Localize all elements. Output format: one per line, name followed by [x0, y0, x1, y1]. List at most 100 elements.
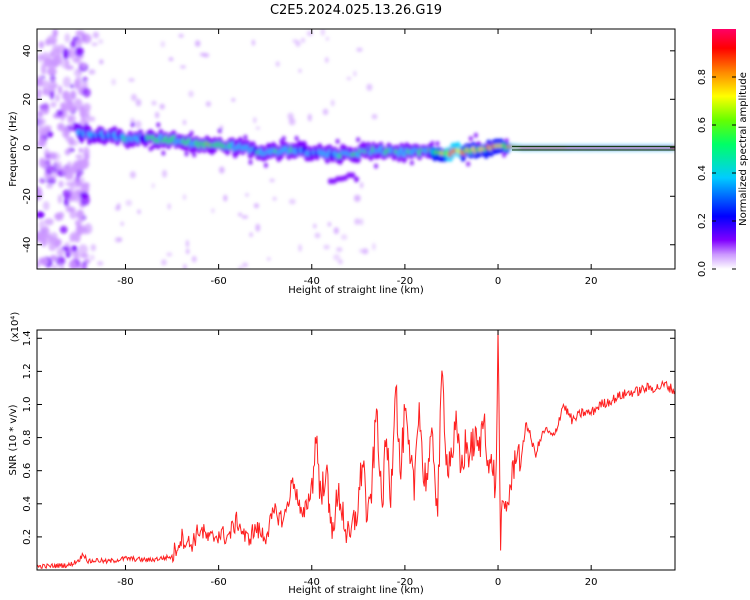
- speckle-blob: [91, 42, 98, 46]
- ridge-fringe: [76, 124, 81, 130]
- bottom-ytick-label: 1.2: [22, 363, 33, 379]
- speckle-blob: [298, 244, 302, 252]
- noise-blob: [63, 197, 69, 207]
- bottom-ytick-label: 1.4: [22, 330, 33, 346]
- noise-blob: [61, 127, 70, 138]
- noise-blob: [37, 261, 40, 268]
- top-xtick-label: 20: [585, 276, 598, 287]
- ridge-fringe: [294, 135, 299, 141]
- noise-blob: [43, 226, 50, 239]
- noise-blob: [46, 131, 54, 138]
- noise-blob: [76, 209, 85, 220]
- snr-y-multiplier: (x10⁴): [10, 312, 21, 343]
- speckle-blob: [249, 232, 253, 237]
- speckle-blob: [288, 117, 296, 126]
- noise-blob: [40, 130, 49, 135]
- bottom-ytick-label: 0.2: [22, 529, 33, 545]
- speckle-blob: [325, 36, 329, 41]
- bottom-ytick-label: 0.4: [22, 496, 33, 512]
- top-ytick-label: -40: [22, 237, 33, 253]
- spectrogram-frame: [36, 28, 676, 270]
- noise-blob: [38, 136, 45, 149]
- ridge-fringe: [243, 134, 248, 140]
- snr-ticks: -80 -60 -40 -20 0 20 0.2 0.4 0.6 0.8 1.0 1.2 1.4: [22, 330, 675, 588]
- ridge-fringe: [263, 162, 268, 168]
- top-xtick-label: -20: [397, 276, 413, 287]
- noise-blob: [52, 44, 60, 53]
- noise-blob: [68, 206, 74, 213]
- noise-blob: [62, 76, 71, 88]
- noise-blob: [67, 115, 73, 124]
- noise-blob: [75, 46, 84, 57]
- speckle-blob: [199, 52, 206, 57]
- speckle-blob: [166, 252, 173, 257]
- speckle-blob: [191, 255, 197, 263]
- snr-plot-area: [37, 330, 675, 570]
- noise-blob: [43, 125, 52, 131]
- colorbar-ticks: 0.0 0.2 0.4 0.6 0.8: [697, 69, 736, 277]
- ridge-fringe: [374, 163, 378, 169]
- noise-blob: [59, 263, 65, 269]
- spectrogram-panel: -80 -60 -40 -20 0 20 -40 -20 0 20 40 Height of str…: [8, 28, 676, 296]
- speckle-blob: [242, 262, 249, 268]
- speckle-blob: [160, 41, 166, 48]
- ridge-fringe: [430, 140, 435, 146]
- noise-blob: [68, 136, 75, 146]
- speckle-blob: [155, 111, 160, 119]
- noise-blob: [81, 76, 88, 83]
- noise-blob: [64, 149, 71, 156]
- speckle-blob: [151, 183, 155, 189]
- speckle-blob: [114, 205, 120, 211]
- noise-blob: [51, 152, 61, 161]
- noise-blob: [50, 101, 57, 108]
- ridge-dip-blob: [331, 178, 337, 185]
- noise-blob: [73, 162, 78, 174]
- noise-blob: [37, 211, 45, 219]
- noise-blob: [79, 191, 89, 199]
- noise-blob: [70, 40, 77, 48]
- speckle-blob: [118, 237, 123, 242]
- speckle-blob: [253, 117, 257, 124]
- snr-frame: [36, 329, 676, 571]
- speckle-blob: [211, 208, 215, 214]
- noise-blob: [78, 147, 83, 153]
- ridge-dip-blob: [354, 176, 359, 183]
- noise-blob: [58, 211, 65, 219]
- speckle-blob: [359, 218, 364, 226]
- noise-blob: [45, 38, 51, 46]
- bottom-xtick-label: 0: [495, 577, 501, 588]
- bottom-xtick-label: -60: [210, 577, 226, 588]
- speckle-blob: [266, 257, 271, 261]
- bottom-xtick-label: -40: [304, 577, 320, 588]
- ridge-fringe: [356, 137, 361, 143]
- top-xtick-label: -40: [304, 276, 320, 287]
- noise-blob: [56, 109, 64, 117]
- speckle-blob: [238, 212, 242, 217]
- speckle-blob: [354, 218, 360, 225]
- speckle-blob: [231, 98, 236, 102]
- colorbar-tick-label: 0.0: [697, 261, 708, 277]
- speckle-blob: [137, 209, 141, 215]
- speckle-blob: [320, 29, 325, 36]
- ridge-dip-blob: [350, 172, 356, 179]
- noise-blob: [41, 241, 47, 247]
- speckle-blob: [333, 227, 339, 235]
- speckle-blob: [134, 120, 142, 129]
- noise-blob: [57, 123, 65, 131]
- noise-blob: [80, 177, 85, 183]
- speckle-blob: [269, 178, 275, 183]
- speckle-blob: [241, 215, 249, 219]
- speckle-blob: [90, 254, 95, 261]
- ridge-fringe: [217, 128, 222, 134]
- noise-blob: [68, 105, 76, 113]
- speckle-blob: [337, 259, 343, 265]
- speckle-blob: [125, 199, 133, 207]
- speckle-blob: [251, 39, 255, 46]
- ridge-fringe: [335, 138, 340, 144]
- bottom-xtick-label: 20: [585, 577, 598, 588]
- ridge-fringe: [435, 141, 440, 147]
- ridge-fringe: [281, 136, 286, 141]
- bottom-ytick-label: 0.8: [22, 430, 33, 446]
- ridge-fringe: [466, 161, 471, 167]
- noise-blob: [50, 232, 58, 240]
